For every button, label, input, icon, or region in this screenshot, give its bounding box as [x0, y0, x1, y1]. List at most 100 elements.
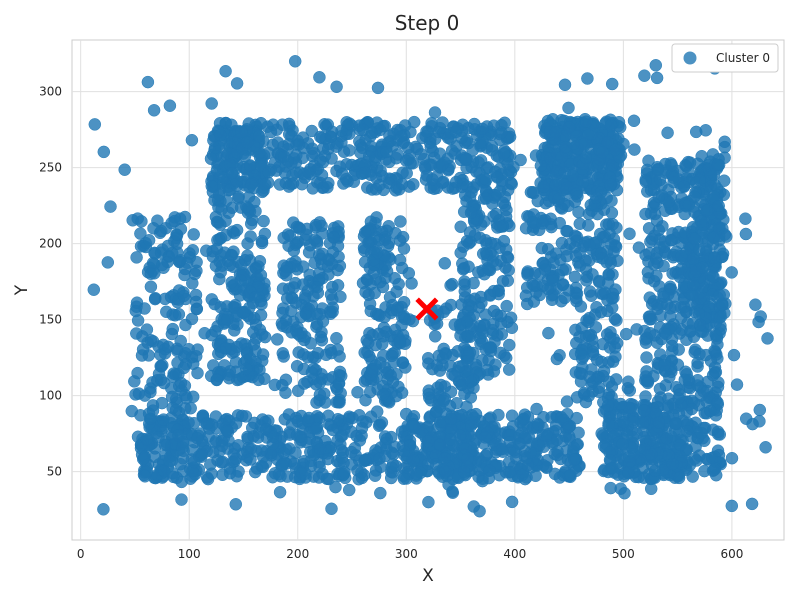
data-point: [262, 165, 275, 179]
data-point: [240, 362, 253, 376]
data-point: [438, 465, 452, 478]
data-point: [144, 267, 158, 281]
data-point: [362, 288, 375, 302]
data-point: [479, 192, 493, 205]
data-point: [704, 404, 717, 418]
data-point: [183, 247, 196, 260]
data-point: [617, 137, 630, 151]
data-point: [550, 433, 564, 446]
data-point: [325, 502, 338, 516]
data-point: [367, 266, 381, 279]
data-point: [214, 128, 227, 142]
data-point: [630, 323, 643, 336]
data-point: [221, 313, 234, 326]
data-point: [485, 140, 499, 153]
data-point: [725, 499, 739, 513]
data-point: [479, 234, 492, 247]
data-point: [494, 346, 507, 360]
data-point: [641, 376, 654, 390]
data-point: [176, 441, 189, 454]
data-point: [602, 417, 615, 430]
data-point: [154, 246, 168, 259]
data-point: [604, 118, 618, 132]
data-point: [581, 72, 594, 85]
data-point: [711, 158, 724, 171]
data-point: [186, 390, 200, 404]
data-point: [503, 338, 516, 352]
data-point: [202, 429, 215, 443]
data-point: [495, 442, 509, 456]
data-point: [605, 194, 618, 208]
centroid-stroke: [415, 297, 439, 321]
data-point: [138, 302, 151, 315]
data-point: [279, 386, 292, 399]
data-point: [424, 141, 438, 154]
data-point: [438, 257, 452, 270]
data-point: [730, 378, 744, 391]
data-point: [168, 309, 182, 322]
x-tick-label: 400: [503, 547, 526, 561]
data-point: [643, 313, 657, 326]
data-point: [694, 292, 707, 305]
data-point: [532, 418, 545, 432]
data-point: [126, 214, 139, 227]
data-point: [556, 263, 570, 277]
data-point: [572, 426, 585, 440]
data-point: [494, 220, 507, 234]
data-point: [254, 116, 268, 130]
data-point: [455, 408, 469, 422]
x-tick-label: 600: [720, 547, 743, 561]
data-point: [321, 118, 335, 131]
data-point: [397, 444, 411, 458]
data-point: [476, 354, 489, 367]
data-point: [524, 446, 537, 459]
data-point: [449, 175, 463, 189]
data-point: [521, 268, 534, 282]
data-point: [665, 158, 678, 172]
data-point: [313, 442, 327, 456]
data-point: [700, 204, 714, 217]
data-point: [313, 216, 326, 229]
data-point: [87, 283, 101, 296]
data-point: [175, 475, 188, 489]
data-point: [293, 430, 306, 443]
data-point: [608, 312, 622, 326]
data-point: [563, 237, 577, 251]
data-point: [149, 291, 162, 305]
data-point: [371, 81, 385, 95]
data-point: [373, 452, 386, 465]
data-point: [268, 467, 282, 480]
data-point: [639, 248, 652, 262]
data-point: [400, 167, 413, 180]
data-point: [607, 291, 620, 305]
data-point: [205, 293, 219, 306]
data-point: [595, 427, 608, 440]
data-point: [147, 222, 160, 235]
data-point: [356, 123, 370, 137]
data-point: [393, 234, 407, 247]
data-point: [97, 503, 110, 516]
data-point: [651, 302, 664, 316]
data-point: [221, 425, 235, 439]
data-point: [682, 373, 696, 387]
data-point: [235, 409, 249, 423]
data-point: [454, 220, 467, 234]
data-point: [712, 199, 725, 213]
data-point: [200, 244, 213, 257]
data-point: [313, 71, 326, 84]
data-point: [541, 114, 555, 128]
data-point: [476, 247, 490, 261]
data-point: [446, 485, 459, 498]
data-point: [190, 302, 203, 316]
data-point: [190, 255, 203, 269]
data-point: [339, 172, 353, 186]
data-point: [680, 425, 694, 438]
data-point: [421, 351, 435, 365]
data-point: [223, 258, 237, 272]
data-point: [252, 373, 265, 387]
data-point: [550, 352, 564, 366]
data-point: [350, 429, 363, 443]
y-tick-label: 300: [39, 85, 62, 99]
data-point: [647, 183, 661, 196]
data-point: [663, 280, 677, 294]
